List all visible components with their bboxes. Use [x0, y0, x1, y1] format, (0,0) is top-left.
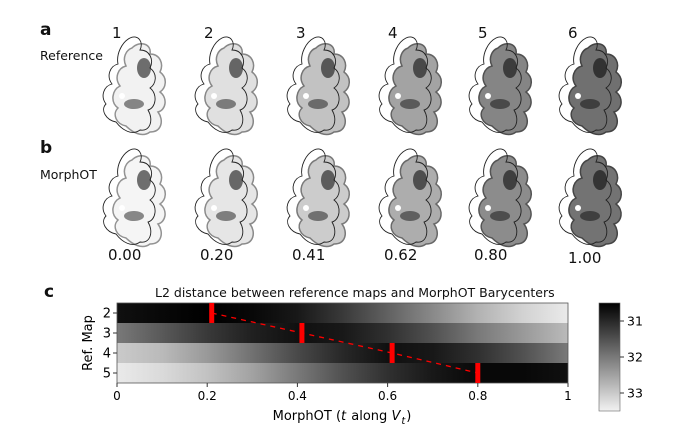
morphot-t-value: 0.62	[384, 246, 418, 264]
x-tick-label: 0.6	[378, 389, 397, 403]
morphot-barycenter-image	[558, 148, 623, 248]
x-tick-label: 0.2	[198, 389, 217, 403]
minimum-marker	[475, 363, 481, 383]
reference-map-image	[558, 36, 623, 136]
morphot-barycenter-image	[286, 148, 351, 248]
morphot-barycenter-image	[102, 148, 167, 248]
reference-map-image	[378, 36, 443, 136]
heatmap-row-4	[117, 343, 568, 363]
minima-trend-line	[211, 312, 478, 374]
y-tick-label: 3	[103, 327, 111, 342]
heatmap-row-3	[117, 323, 568, 343]
reference-map-image	[468, 36, 533, 136]
minimum-marker	[209, 303, 215, 323]
colorbar-tick-label: 32	[627, 350, 643, 365]
reference-map-number: 5	[478, 24, 488, 42]
colorbar	[598, 302, 621, 412]
colorbar-tick-label: 33	[627, 386, 643, 401]
morphot-t-value: 0.80	[474, 246, 508, 264]
morphot-barycenter-image	[194, 148, 259, 248]
minimum-marker	[299, 323, 305, 343]
heatmap-row-2	[117, 303, 568, 323]
morphot-barycenter-image	[378, 148, 443, 248]
y-axis-label: Ref. Map	[81, 315, 96, 371]
reference-map-number: 6	[568, 24, 578, 42]
x-tick-label: 1	[564, 389, 572, 403]
panel-label-c: c	[44, 282, 55, 302]
y-tick-label: 4	[103, 347, 111, 362]
reference-map-image	[102, 36, 167, 136]
heatmap-title: L2 distance between reference maps and M…	[155, 285, 555, 300]
morphot-t-value: 0.41	[292, 246, 326, 264]
panel-label-b: b	[40, 138, 53, 158]
morphot-barycenter-image	[468, 148, 533, 248]
row-label-morphot: MorphOT	[40, 167, 97, 182]
x-tick-label: 0	[113, 389, 121, 403]
morphot-t-value: 0.20	[200, 246, 234, 264]
reference-map-number: 3	[296, 24, 306, 42]
reference-map-image	[286, 36, 351, 136]
x-axis-label: MorphOT (t along Vt)	[273, 409, 412, 427]
x-tick-label: 0.8	[468, 389, 487, 403]
reference-map-number: 4	[388, 24, 398, 42]
reference-map-number: 2	[204, 24, 214, 42]
colorbar-tick-label: 31	[627, 314, 643, 329]
reference-map-number: 1	[112, 24, 122, 42]
row-label-reference: Reference	[40, 48, 103, 63]
reference-map-image	[194, 36, 259, 136]
morphot-t-value: 1.00	[568, 249, 602, 267]
density-map-renderings	[102, 36, 623, 248]
panel-label-a: a	[40, 20, 52, 40]
y-tick-label: 5	[103, 367, 111, 382]
morphot-t-value: 0.00	[108, 246, 142, 264]
minimum-marker	[389, 343, 395, 363]
x-tick-label: 0.4	[288, 389, 307, 403]
y-tick-label: 2	[103, 307, 111, 322]
heatmap-row-5	[117, 363, 568, 383]
